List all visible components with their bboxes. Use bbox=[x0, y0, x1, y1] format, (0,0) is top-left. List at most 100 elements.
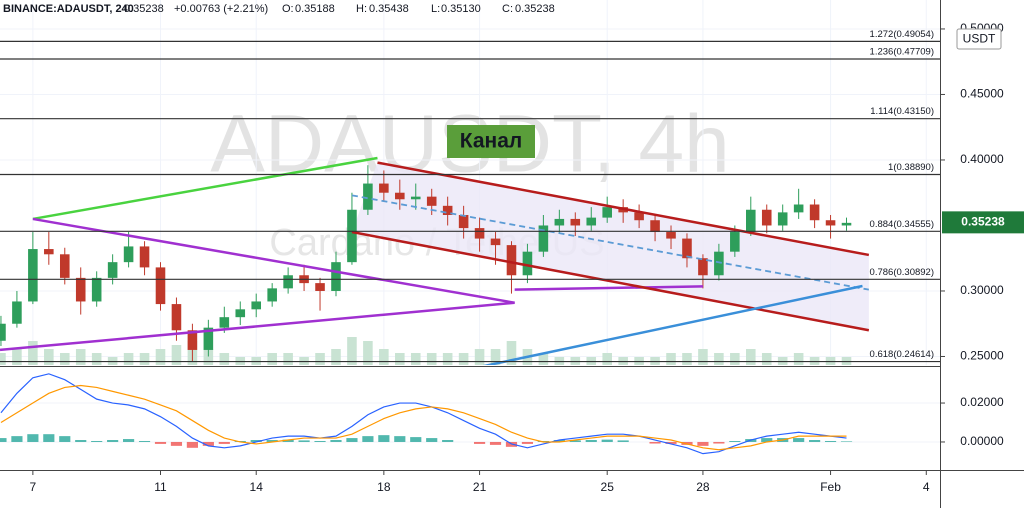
histogram-bar bbox=[202, 441, 214, 446]
x-tick-label: 11 bbox=[154, 480, 167, 494]
volume-bar bbox=[139, 353, 150, 365]
histogram-bar bbox=[362, 436, 374, 442]
last-price-label: 0.35238 bbox=[961, 215, 1005, 229]
volume-bar bbox=[442, 353, 453, 365]
candle-body bbox=[395, 192, 405, 200]
volume-bar bbox=[123, 353, 134, 365]
candle-body bbox=[315, 283, 325, 291]
candle-body bbox=[75, 277, 86, 302]
y-tick-label: 0.00000 bbox=[960, 434, 1004, 448]
histogram-bar bbox=[0, 438, 7, 442]
macd-line bbox=[0, 373, 847, 455]
volume-bar bbox=[331, 349, 341, 365]
histogram-bar bbox=[617, 440, 629, 442]
open-label: O: bbox=[282, 3, 294, 15]
volume-bar bbox=[219, 353, 230, 365]
histogram-bar bbox=[713, 441, 725, 444]
fib-label: 0.786(0.30892) bbox=[870, 267, 934, 278]
x-tick-label: 18 bbox=[377, 480, 391, 494]
histogram-bar bbox=[601, 439, 613, 442]
volume-bar bbox=[283, 353, 293, 365]
high-label: H: bbox=[356, 3, 367, 15]
histogram-bar bbox=[410, 437, 422, 442]
candle-body bbox=[59, 254, 70, 278]
y-tick-label: 0.25000 bbox=[960, 349, 1004, 363]
volume-bar bbox=[538, 353, 549, 365]
volume-bar bbox=[682, 353, 692, 365]
candle-body bbox=[458, 214, 469, 229]
candle-body bbox=[187, 330, 198, 350]
symbol: BINANCE:ADAUSDT, 240 bbox=[3, 3, 134, 15]
volume-bar bbox=[395, 353, 405, 365]
candle-body bbox=[634, 212, 644, 221]
histogram-bar bbox=[426, 438, 438, 442]
channel-fill bbox=[351, 162, 869, 331]
trend-line bbox=[482, 284, 863, 365]
y-tick-label: 0.30000 bbox=[960, 283, 1004, 297]
candle-body bbox=[825, 220, 836, 226]
histogram-bar bbox=[793, 438, 805, 442]
histogram-bar bbox=[11, 436, 23, 442]
low: 0.35130 bbox=[441, 3, 481, 15]
fib-label: 0.618(0.24614) bbox=[870, 349, 934, 360]
histogram-bar bbox=[473, 441, 486, 444]
candle-body bbox=[777, 212, 788, 226]
labels: BINANCE:ADAUSDT, 240 0.35238 +0.00763 (+… bbox=[3, 3, 1024, 494]
candle-body bbox=[267, 288, 277, 302]
volume-bar bbox=[698, 349, 708, 365]
volume-bar bbox=[761, 353, 772, 365]
x-tick-label: 25 bbox=[601, 480, 615, 494]
candle-body bbox=[410, 196, 421, 200]
histogram-bar bbox=[394, 436, 406, 442]
x-tick-label: 14 bbox=[250, 480, 264, 494]
trend-line bbox=[351, 230, 870, 332]
volume-bar bbox=[59, 353, 70, 365]
x-tick-label: 7 bbox=[30, 480, 37, 494]
trend-line bbox=[377, 161, 870, 257]
histogram-bar bbox=[107, 440, 119, 442]
currency-box bbox=[956, 28, 1002, 50]
volume-bar bbox=[203, 349, 214, 365]
histogram-bar bbox=[442, 440, 454, 442]
last-price: 0.35238 bbox=[124, 3, 164, 15]
fib-label: 1.272(0.49054) bbox=[870, 29, 934, 40]
histogram-bar bbox=[809, 440, 821, 442]
candle-body bbox=[538, 225, 549, 252]
candle-body bbox=[251, 301, 262, 310]
fib-label: 1(0.38890) bbox=[888, 162, 934, 173]
candle-body bbox=[219, 317, 230, 328]
volume-bar bbox=[746, 349, 756, 365]
volume-bar bbox=[458, 353, 469, 365]
candle-body bbox=[347, 209, 357, 263]
histogram-bar bbox=[378, 435, 390, 442]
volume-bar bbox=[714, 353, 724, 365]
candle-body bbox=[28, 249, 38, 302]
histogram-bar bbox=[250, 440, 262, 442]
candle-body bbox=[554, 218, 565, 226]
candle-body bbox=[235, 309, 246, 318]
volume-bar bbox=[155, 349, 166, 365]
last-price-tag bbox=[942, 211, 1024, 234]
macd-line bbox=[0, 384, 847, 451]
candle-body bbox=[809, 204, 820, 221]
price-pane: ADAUSDT, 4h Cardano / TetherUS 1.272(0.4… bbox=[0, 0, 940, 365]
currency: USDT bbox=[963, 32, 996, 46]
candle-body bbox=[793, 204, 804, 213]
fib-label: 1.114(0.43150) bbox=[870, 106, 934, 117]
open: 0.35188 bbox=[295, 3, 335, 15]
trend-line bbox=[0, 301, 515, 352]
candle-body bbox=[682, 238, 692, 259]
histogram-bar bbox=[521, 441, 534, 444]
volume-bar bbox=[91, 353, 102, 365]
histogram-bar bbox=[330, 440, 342, 442]
histogram-bar bbox=[569, 440, 581, 442]
candle-body bbox=[139, 246, 150, 268]
volume-bar bbox=[12, 349, 22, 365]
candle-body bbox=[91, 277, 102, 302]
histogram-bar bbox=[697, 441, 709, 446]
candle-body bbox=[841, 222, 852, 226]
histogram-bar bbox=[218, 441, 230, 444]
candle-body bbox=[107, 262, 118, 278]
